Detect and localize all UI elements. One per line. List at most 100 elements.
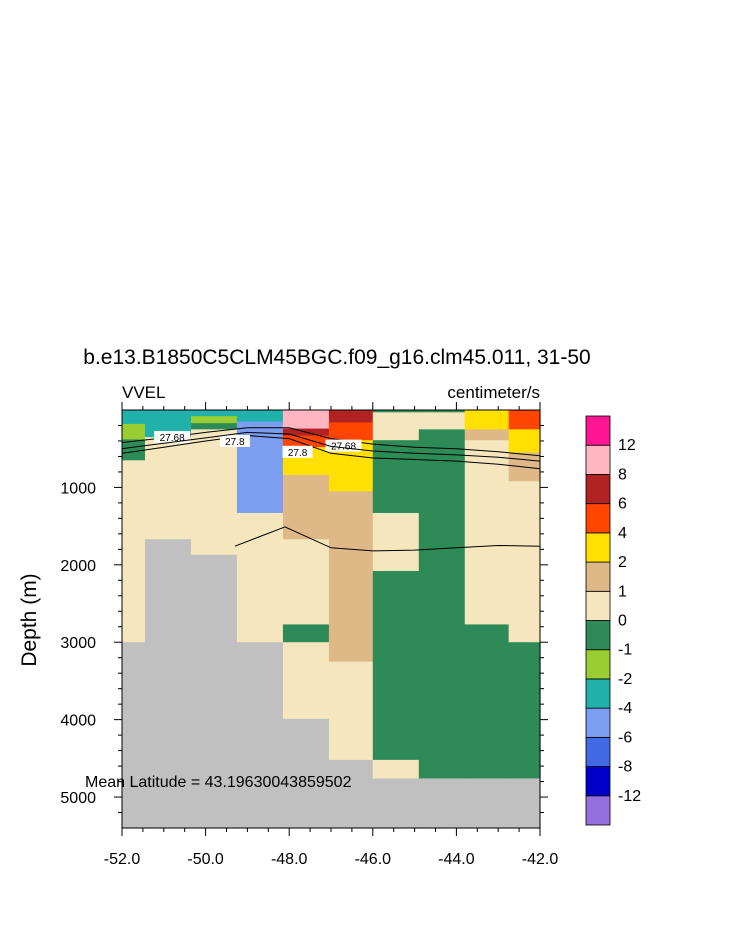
cell-4-6 (282, 624, 330, 643)
x-tick-label-3: -46.0 (355, 851, 392, 868)
colorbar-label-2: -6 (618, 729, 632, 746)
colorbar-label-4: -2 (618, 671, 632, 688)
cell-6-0 (372, 410, 420, 413)
colorbar-box-4 (585, 678, 611, 709)
contour-line-3 (234, 526, 541, 552)
variable-name: VVEL (122, 383, 165, 402)
x-tick-label-1: -50.0 (187, 851, 224, 868)
cell-7-3 (418, 778, 466, 829)
cell-7-0 (418, 410, 466, 413)
cell-2-2 (190, 423, 238, 430)
x-tick-label-0: -52.0 (104, 851, 141, 868)
cell-3-3 (236, 642, 284, 829)
cell-0-2 (122, 439, 146, 461)
cell-0-4 (122, 642, 146, 829)
contour-label-0-1: 27.68 (331, 442, 356, 453)
colorbar-label-8: 2 (618, 554, 627, 571)
colorbar-box-3 (585, 707, 611, 738)
cell-8-2 (464, 440, 510, 626)
colorbar-label-0: -12 (618, 788, 641, 805)
y-axis-label: Depth (m) (18, 573, 41, 666)
cell-9-3 (508, 481, 541, 643)
cell-3-0 (236, 410, 284, 423)
y-tick-label-4: 5000 (60, 790, 96, 807)
colorbar-box-9 (585, 532, 611, 563)
cell-4-4 (282, 475, 330, 540)
colorbar-label-3: -4 (618, 700, 632, 717)
units-label: centimeter/s (447, 383, 540, 402)
colorbar-label-10: 6 (618, 496, 627, 513)
x-tick-label-5: -42.0 (522, 851, 559, 868)
x-tick-label-2: -48.0 (271, 851, 308, 868)
colorbar-box-11 (585, 474, 611, 505)
colorbar-box-6 (585, 620, 611, 651)
axes: -52.0 -50.0 -48.0 -46.0 -44.0 -42.0 1000 2000 30… (60, 402, 558, 868)
cell-8-3 (464, 624, 510, 780)
contour-line-2 (121, 431, 541, 462)
y-tick-label-1: 2000 (60, 558, 96, 575)
cell-2-1 (190, 416, 238, 424)
cell-6-4 (372, 571, 420, 761)
cell-9-1 (508, 429, 541, 454)
cell-8-4 (464, 778, 510, 829)
cell-8-1 (464, 429, 510, 441)
cell-5-0 (328, 410, 374, 423)
cell-5-5 (328, 759, 374, 829)
contour-lines: 27.68 27.68 27.8 27.8 (121, 427, 541, 552)
cell-5-3 (328, 491, 374, 663)
cell-0-1 (122, 423, 146, 441)
colorbar-label-1: -8 (618, 759, 632, 776)
cell-4-2 (282, 435, 330, 448)
contour-label-0-0: 27.68 (160, 433, 185, 444)
colorbar-label-9: 4 (618, 525, 627, 542)
y-tick-label-2: 3000 (60, 635, 96, 652)
y-tick-label-0: 1000 (60, 480, 96, 497)
contour-line-1 (121, 434, 541, 470)
cell-3-2 (236, 512, 284, 643)
contour-label-box-0-0 (154, 431, 191, 444)
colorbar-box-12 (585, 444, 611, 475)
colorbar-label-5: -1 (618, 642, 632, 659)
cell-4-8 (282, 718, 330, 829)
contour-label-1-0: 27.8 (225, 437, 245, 448)
cell-5-1 (328, 422, 374, 441)
heatmap-cells (122, 410, 541, 829)
chart-title: b.e13.B1850C5CLM45BGC.f09_g16.clm45.011,… (83, 346, 590, 369)
cell-9-5 (508, 778, 541, 829)
cell-2-3 (190, 429, 238, 556)
cell-6-3 (372, 512, 420, 572)
contour-line-0 (121, 427, 541, 457)
cell-4-0 (282, 410, 330, 430)
colorbar-box-13 (585, 415, 611, 446)
cell-7-1 (418, 412, 466, 430)
colorbar-box-7 (585, 590, 611, 621)
cell-6-5 (372, 759, 420, 780)
cell-2-4 (190, 554, 238, 829)
colorbar-box-8 (585, 561, 611, 592)
colorbar-label-12: 12 (618, 437, 636, 454)
mean-latitude-annotation: Mean Latitude = 43.19630043859502 (85, 774, 352, 791)
colorbar-label-11: 8 (618, 466, 627, 483)
cell-0-3 (122, 460, 146, 643)
x-tick-label-4: -44.0 (438, 851, 475, 868)
cell-2-0 (190, 410, 238, 417)
cell-4-7 (282, 642, 330, 720)
colorbar-box-5 (585, 649, 611, 680)
cell-9-0 (508, 410, 541, 430)
contour-label-box-1-0 (219, 434, 250, 447)
cell-7-2 (418, 429, 466, 780)
cell-1-2 (144, 539, 192, 829)
cell-8-0 (464, 410, 510, 430)
cell-6-6 (372, 778, 420, 829)
cell-9-4 (508, 642, 541, 780)
cell-5-4 (328, 661, 374, 761)
colorbar-box-0 (585, 795, 611, 826)
cell-4-5 (282, 539, 330, 626)
colorbar-box-2 (585, 736, 611, 767)
colorbar-label-7: 1 (618, 583, 627, 600)
colorbar-box-1 (585, 766, 611, 797)
colorbar-box-10 (585, 503, 611, 534)
cell-6-1 (372, 412, 420, 441)
